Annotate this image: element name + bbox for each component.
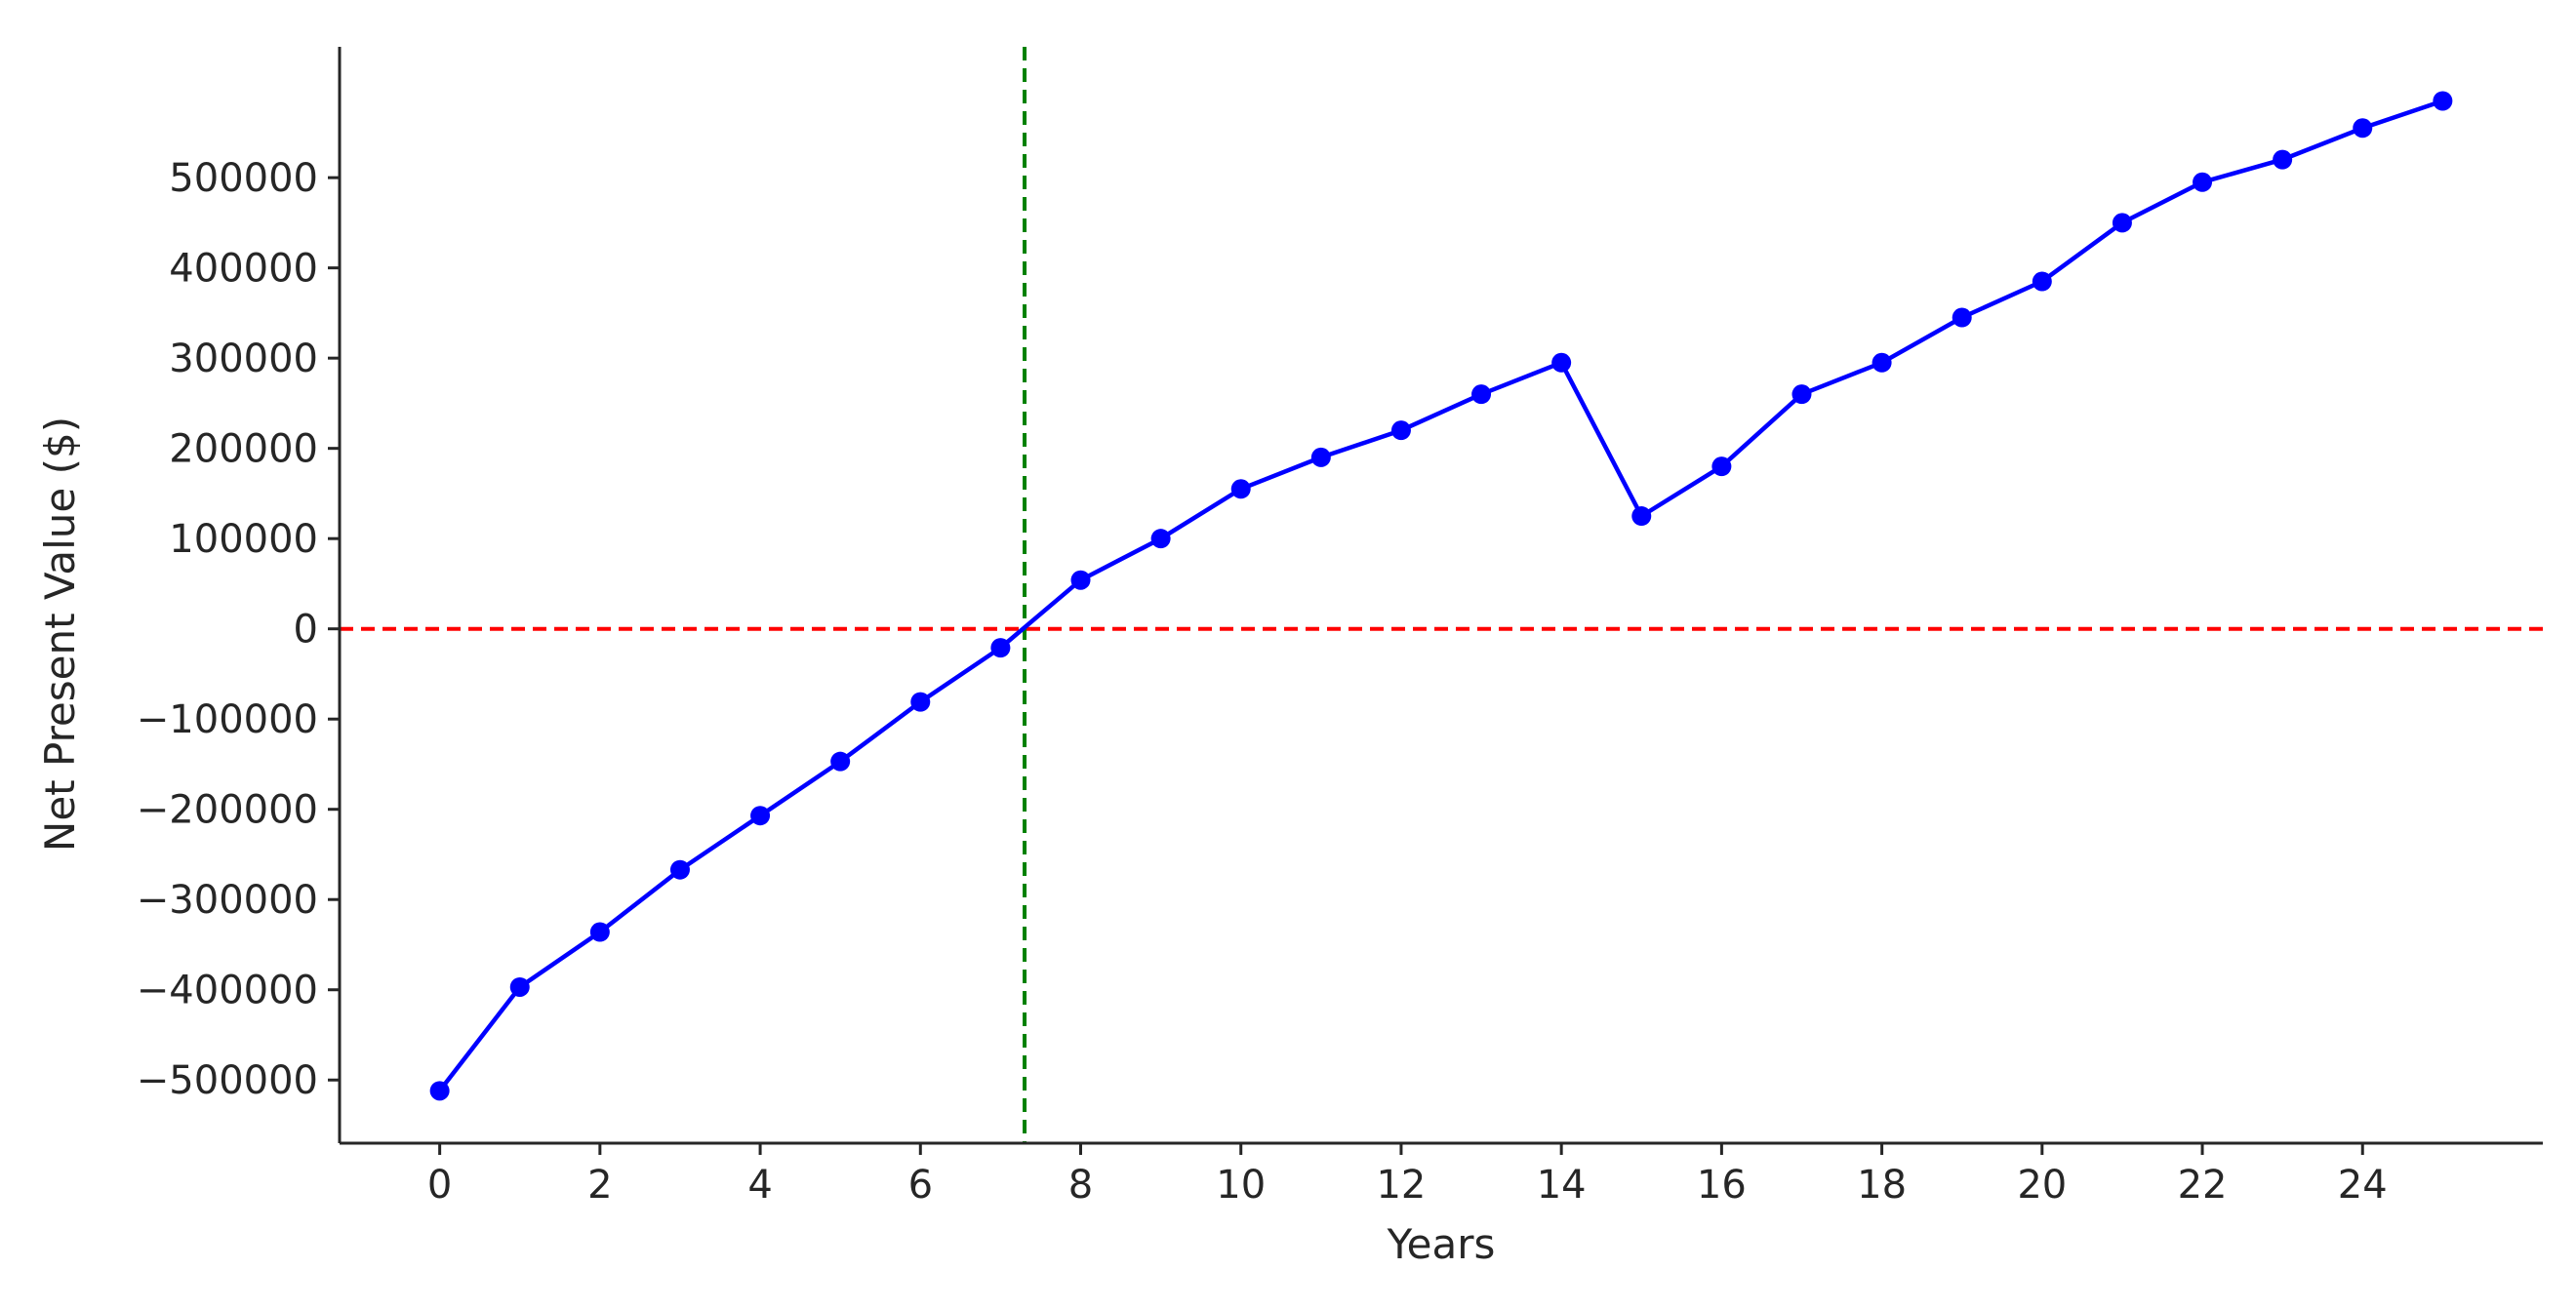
data-point (1070, 570, 1091, 590)
series-layer (429, 91, 2453, 1101)
x-tick-label: 20 (2017, 1163, 2067, 1208)
x-tick-label: 24 (2338, 1163, 2388, 1208)
data-point (750, 806, 771, 826)
data-point (669, 859, 690, 880)
data-point (1551, 352, 1572, 373)
x-tick-label: 18 (1857, 1163, 1907, 1208)
x-axis-label: Years (1387, 1220, 1496, 1268)
x-tick-label: 0 (427, 1163, 452, 1208)
data-point (589, 922, 610, 942)
y-tick-label: −100000 (137, 697, 318, 742)
y-tick-label: 200000 (169, 427, 318, 472)
data-point (910, 692, 931, 712)
data-point (990, 638, 1011, 658)
y-tick-label: 100000 (169, 517, 318, 562)
data-point (1872, 352, 1892, 373)
y-tick-label: −200000 (137, 788, 318, 833)
axes (338, 47, 2543, 1145)
data-point (1390, 420, 1411, 441)
data-point (1471, 384, 1492, 405)
data-point (2353, 118, 2373, 139)
data-point (1150, 529, 1171, 549)
y-axis-label: Net Present Value ($) (36, 416, 84, 852)
data-point (1310, 447, 1331, 467)
data-point (2273, 149, 2293, 170)
x-tick-label: 14 (1537, 1163, 1587, 1208)
data-point (2032, 271, 2052, 292)
x-ticks: 0 2 4 6 8 10 12 14 16 18 20 22 24 (427, 1143, 2388, 1208)
data-point (1952, 307, 1972, 328)
data-point (2433, 91, 2453, 111)
x-tick-label: 4 (747, 1163, 772, 1208)
x-tick-label: 22 (2178, 1163, 2228, 1208)
y-tick-label: −400000 (137, 969, 318, 1013)
data-point (509, 976, 530, 997)
y-tick-label: 500000 (169, 156, 318, 201)
x-tick-label: 8 (1068, 1163, 1093, 1208)
reference-lines (340, 47, 2543, 1143)
data-point (429, 1081, 450, 1101)
data-point (830, 751, 851, 772)
data-point (2193, 172, 2213, 192)
x-tick-label: 12 (1376, 1163, 1426, 1208)
y-tick-label: 0 (294, 608, 318, 653)
data-point (1631, 506, 1652, 527)
data-point (1711, 456, 1732, 477)
y-tick-label: 400000 (169, 247, 318, 292)
x-tick-label: 16 (1697, 1163, 1747, 1208)
x-tick-label: 10 (1216, 1163, 1266, 1208)
y-tick-label: −300000 (137, 878, 318, 923)
series-line (437, 99, 2444, 1092)
y-tick-label: 300000 (169, 337, 318, 381)
data-point (2112, 213, 2132, 233)
x-tick-label: 6 (908, 1163, 933, 1208)
data-point (1230, 479, 1251, 499)
data-point (1791, 384, 1812, 405)
x-tick-label: 2 (587, 1163, 612, 1208)
y-ticks: −500000 −400000 −300000 −200000 −100000 0 1000… (137, 156, 340, 1103)
y-tick-label: −500000 (137, 1058, 318, 1103)
